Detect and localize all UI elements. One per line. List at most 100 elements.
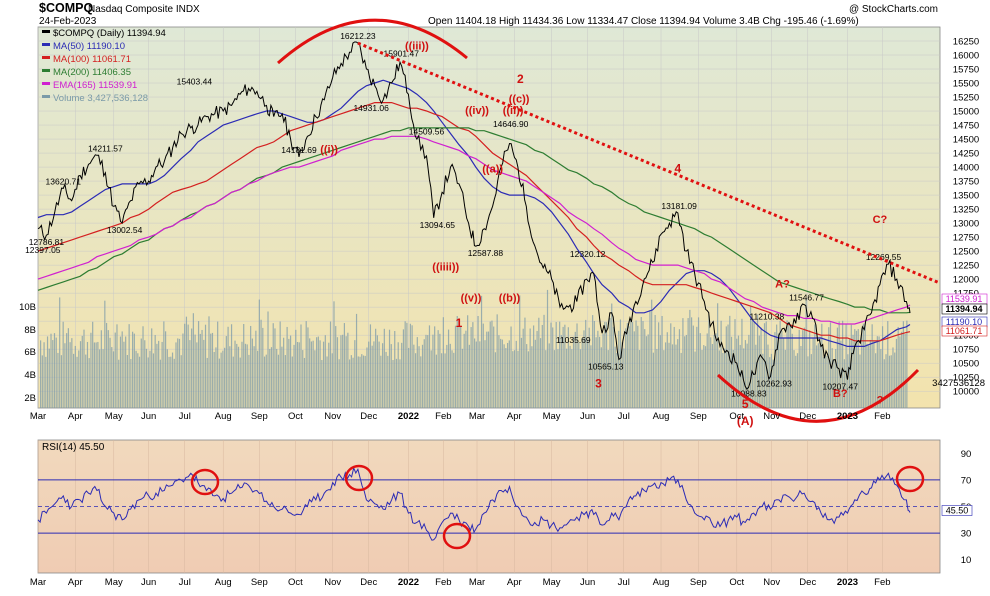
price-tick-label: 12500 — [953, 247, 979, 258]
rsi-last-box — [941, 505, 973, 516]
volume-bar — [137, 353, 139, 408]
volume-bar — [791, 333, 793, 408]
volume-bar — [197, 321, 200, 408]
price-value-label: 13094.65 — [420, 220, 456, 230]
volume-bar — [899, 336, 901, 408]
volume-bar — [491, 320, 493, 408]
volume-bar — [533, 325, 535, 408]
volume-bar — [486, 331, 488, 408]
volume-bar — [312, 340, 314, 408]
volume-bar — [704, 346, 707, 408]
volume-bar — [569, 345, 571, 408]
volume-bar — [381, 343, 384, 408]
volume-bar — [283, 337, 285, 408]
volume-bar — [324, 335, 326, 408]
volume-bar — [112, 351, 115, 408]
price-tick-label: 10750 — [953, 345, 979, 356]
volume-bar — [609, 317, 611, 408]
volume-bar — [260, 319, 262, 408]
volume-bar — [164, 331, 167, 408]
x-tick-label: Feb — [874, 411, 890, 422]
volume-bar — [795, 355, 797, 408]
volume-bar — [788, 321, 790, 408]
volume-bar — [623, 348, 625, 408]
wave-label: ((i)) — [320, 144, 338, 156]
volume-bar — [541, 324, 543, 408]
volume-bar — [510, 326, 512, 408]
price-value-label: 12397.05 — [25, 245, 61, 255]
volume-bar — [552, 327, 554, 408]
volume-bar — [227, 326, 229, 408]
volume-bar — [439, 333, 441, 408]
volume-bar — [218, 358, 221, 408]
x-tick-label: Apr — [68, 411, 83, 422]
price-value-label: 11035.69 — [556, 335, 591, 345]
volume-bar — [732, 349, 734, 408]
volume-bar — [784, 349, 786, 408]
volume-bar — [885, 354, 887, 408]
volume-bar — [520, 337, 523, 408]
volume-bar — [350, 355, 352, 408]
volume-bar — [619, 319, 622, 408]
volume-bar — [314, 350, 316, 408]
volume-bar — [758, 335, 760, 408]
volume-bar — [628, 326, 630, 408]
volume-bar — [762, 353, 764, 408]
volume-bar — [548, 343, 550, 408]
price-value-label: 12786.81 — [29, 237, 65, 247]
volume-bar — [550, 322, 552, 408]
volume-bar — [515, 340, 517, 408]
chart-name: Nasdaq Composite INDX — [88, 4, 200, 15]
volume-bar — [777, 333, 779, 408]
volume-bar — [715, 333, 717, 408]
volume-bar — [633, 331, 635, 408]
volume-bar — [322, 341, 325, 408]
volume-bar — [560, 335, 562, 408]
volume-bar — [901, 331, 903, 408]
volume-bar — [897, 326, 899, 408]
volume-bar — [854, 329, 856, 408]
volume-bar — [437, 330, 439, 408]
volume-bar — [194, 334, 196, 408]
volume-bar — [500, 338, 502, 408]
volume-bar — [796, 353, 799, 408]
volume-bar — [199, 333, 201, 408]
volume-bar — [659, 335, 661, 408]
volume-bar — [873, 340, 875, 408]
volume-bar — [296, 342, 299, 408]
rsi-x-tick-label: Jun — [580, 577, 595, 588]
volume-bar — [447, 329, 450, 408]
volume-tick-label: 4B — [24, 370, 36, 381]
volume-bar — [293, 344, 295, 408]
volume-bar — [708, 315, 710, 408]
volume-bar — [428, 325, 431, 408]
volume-bar — [888, 355, 891, 408]
volume-bar — [189, 340, 191, 408]
volume-bar — [133, 333, 135, 408]
volume-bar — [128, 324, 130, 408]
x-tick-label: Sep — [251, 411, 268, 422]
volume-tick-label: 8B — [24, 325, 36, 336]
volume-bar — [319, 340, 321, 408]
price-value-label: 11210.38 — [749, 311, 784, 321]
volume-bar — [678, 329, 681, 408]
volume-bar — [371, 345, 373, 408]
volume-bar — [612, 326, 615, 408]
volume-bar — [395, 358, 398, 408]
volume-bar — [220, 352, 222, 408]
volume-last-label: 3427536128 — [932, 378, 985, 389]
rsi-x-tick-label: Apr — [68, 577, 83, 588]
volume-bar — [404, 321, 406, 408]
volume-bar — [656, 349, 658, 408]
volume-bar — [373, 341, 375, 408]
volume-bar — [258, 299, 260, 408]
volume-bar — [279, 321, 281, 408]
volume-bar — [824, 353, 826, 408]
volume-bar — [178, 338, 181, 408]
rsi-line — [37, 466, 911, 541]
price-tick-label: 10250 — [953, 373, 979, 384]
volume-bar — [375, 328, 377, 408]
volume-bar — [803, 327, 806, 408]
volume-bar — [651, 299, 653, 408]
